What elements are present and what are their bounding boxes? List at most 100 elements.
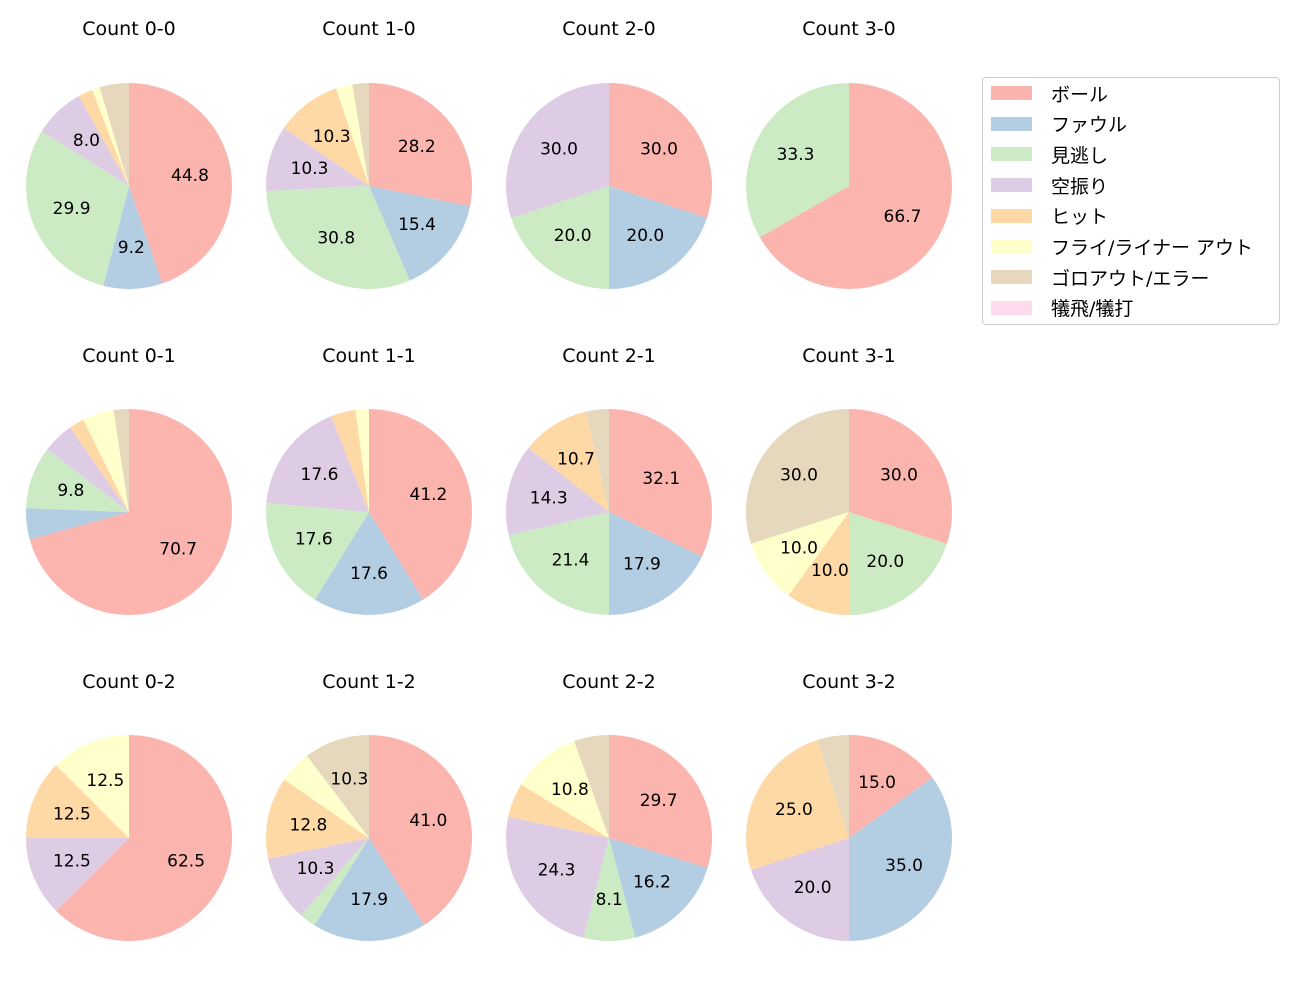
pie-slice-label: 33.3 <box>777 145 815 165</box>
pie-slice <box>849 512 947 615</box>
pie-slice <box>751 512 849 596</box>
pie-slice <box>78 89 129 186</box>
pie-chart: Count 2-2 29.7 16.2 8.1 24.3 10.8 <box>506 671 713 941</box>
pie-slice-label: 14.3 <box>530 488 568 508</box>
pie-slice-label: 10.3 <box>313 127 351 147</box>
pie-slice <box>113 409 129 512</box>
pie-slice-label: 35.0 <box>885 856 923 876</box>
pie-chart: Count 0-1 70.7 9.8 <box>26 345 233 615</box>
pie-title: Count 1-0 <box>322 18 416 40</box>
pie-slice <box>47 427 129 512</box>
pie-slice-label: 9.2 <box>118 238 145 258</box>
pie-slice <box>609 186 707 289</box>
legend-label: フライ/ライナー アウト <box>1051 237 1254 259</box>
pie-slice <box>103 186 163 289</box>
pie-slice <box>266 502 369 600</box>
pie-slice <box>609 83 712 218</box>
pie-slice-label: 28.2 <box>398 137 436 157</box>
pie-chart: Count 0-0 44.8 9.2 29.9 8.0 <box>26 18 232 289</box>
chart-legend: ボールファウル見逃し空振りヒットフライ/ライナー アウト ゴロアウト/エラー 犠飛/… <box>982 77 1280 325</box>
legend-item: ヒット <box>991 204 1108 228</box>
pie-slice <box>283 88 369 186</box>
legend-label: ヒット <box>1051 206 1109 229</box>
pie-slice-label: 21.4 <box>552 550 590 570</box>
pie-slice <box>336 84 369 186</box>
legend-item: ゴロアウト/エラー <box>991 265 1210 290</box>
legend-label: ファウル <box>1051 114 1128 137</box>
pie-slice-label: 30.0 <box>780 466 818 486</box>
pie-slice <box>314 512 424 615</box>
pie-slice <box>331 409 369 512</box>
pie-slice <box>583 838 636 941</box>
pie-slice-label: 30.0 <box>880 466 918 486</box>
pie-slice <box>369 409 472 600</box>
pie-slice <box>70 419 129 512</box>
pie-slice <box>41 96 129 186</box>
pie-slice <box>511 186 609 289</box>
pie-title: Count 0-0 <box>82 18 176 40</box>
pie-slice <box>300 838 369 926</box>
pie-slice-label: 17.6 <box>301 465 339 485</box>
pie-slice <box>788 512 849 615</box>
legend-item: 空振り <box>991 173 1109 198</box>
legend-label: 犠飛/犠打 <box>1051 298 1134 321</box>
pie-slice <box>849 735 933 838</box>
pie-slice <box>585 409 609 512</box>
pie-title: Count 3-0 <box>802 18 896 40</box>
pie-slice-label: 8.0 <box>73 131 100 151</box>
pie-chart: Count 1-0 28.2 15.4 30.8 10.3 10.3 <box>266 18 472 289</box>
legend-swatch <box>991 208 1032 223</box>
legend-label: 空振り <box>1051 175 1109 198</box>
pie-slice-label: 10.0 <box>780 538 818 558</box>
pie-slice <box>266 127 369 191</box>
pie-slice <box>746 409 849 544</box>
pie-slice <box>56 735 233 941</box>
legend-item: ファウル <box>991 112 1127 136</box>
pie-chart: Count 1-2 41.0 17.9 10.3 12.8 10.3 <box>266 671 472 942</box>
pie-slice <box>26 508 130 540</box>
pie-slice <box>266 416 369 512</box>
pie-slice-label: 41.0 <box>409 811 447 831</box>
legend-swatch <box>991 270 1032 285</box>
legend-label: ボール <box>1051 83 1109 106</box>
pie-slice <box>759 83 952 289</box>
legend-label: ゴロアウト/エラー <box>1051 267 1210 290</box>
pie-slice-label: 17.9 <box>623 554 661 574</box>
pie-slice-label: 70.7 <box>159 539 197 559</box>
pie-chart: Count 3-2 15.0 35.0 20.0 25.0 <box>746 671 952 941</box>
pie-slice-label: 30.8 <box>317 228 355 248</box>
pie-slice <box>849 409 952 544</box>
pie-slice <box>609 735 713 868</box>
legend-item: ボール <box>991 81 1109 106</box>
pie-chart: Count 2-0 30.0 20.0 20.0 30.0 <box>506 18 712 289</box>
pie-slice <box>609 838 708 938</box>
legend-swatch <box>991 147 1032 162</box>
legend-item: 見逃し <box>991 142 1108 167</box>
legend-swatch <box>991 239 1032 254</box>
pie-slice-label: 12.5 <box>53 804 91 824</box>
pie-chart: Count 0-2 62.5 12.5 12.5 12.5 <box>26 671 233 941</box>
pie-slice-label: 12.5 <box>86 771 124 791</box>
pie-title: Count 1-2 <box>322 671 416 693</box>
pie-slice <box>817 735 849 838</box>
pie-slice <box>266 186 410 289</box>
pie-slice-label: 20.0 <box>794 878 832 898</box>
pie-slice <box>29 409 233 615</box>
pie-title: Count 3-1 <box>802 345 896 367</box>
pie-slice <box>609 512 702 615</box>
pie-title: Count 3-2 <box>802 671 896 693</box>
pie-slice <box>508 512 609 615</box>
pie-slice-label: 24.3 <box>538 861 576 881</box>
legend-swatch <box>991 178 1032 193</box>
pie-slice <box>746 740 849 870</box>
legend-swatch <box>991 86 1032 100</box>
pie-slice-label: 15.4 <box>398 215 436 235</box>
pie-slice-label: 10.8 <box>551 780 589 800</box>
pie-chart: Count 3-0 66.7 33.3 <box>745 18 952 289</box>
pie-slice-label: 9.8 <box>57 481 84 501</box>
pie-slice-label: 10.3 <box>291 159 329 179</box>
pie-title: Count 0-1 <box>82 345 176 367</box>
pie-slice <box>129 83 232 284</box>
pie-slice-label: 15.0 <box>858 773 896 793</box>
